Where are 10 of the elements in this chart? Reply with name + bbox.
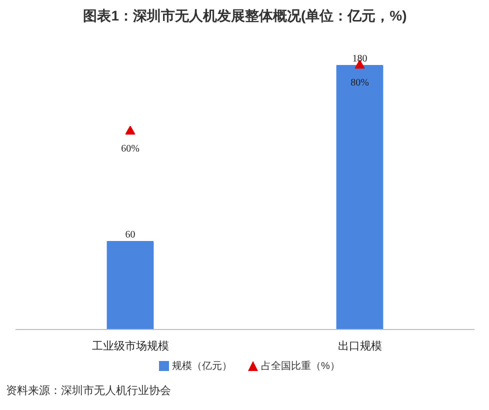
data-label: 60 — [125, 229, 136, 240]
x-tick-label: 出口规模 — [338, 340, 382, 352]
legend-label: 占全国比重（%） — [260, 361, 340, 372]
data-label: 80% — [350, 77, 369, 88]
text: 资料来源：深圳市无人机行业协会 — [6, 384, 171, 400]
data-label: 60% — [121, 143, 140, 154]
data-label: 180 — [352, 53, 368, 64]
legend-label: 规模（亿元） — [171, 361, 232, 372]
x-tick-label: 工业级市场规模 — [92, 340, 169, 352]
chart-title: 图表1：深圳市无人机发展整体概况(单位：亿元，%) — [83, 8, 407, 24]
